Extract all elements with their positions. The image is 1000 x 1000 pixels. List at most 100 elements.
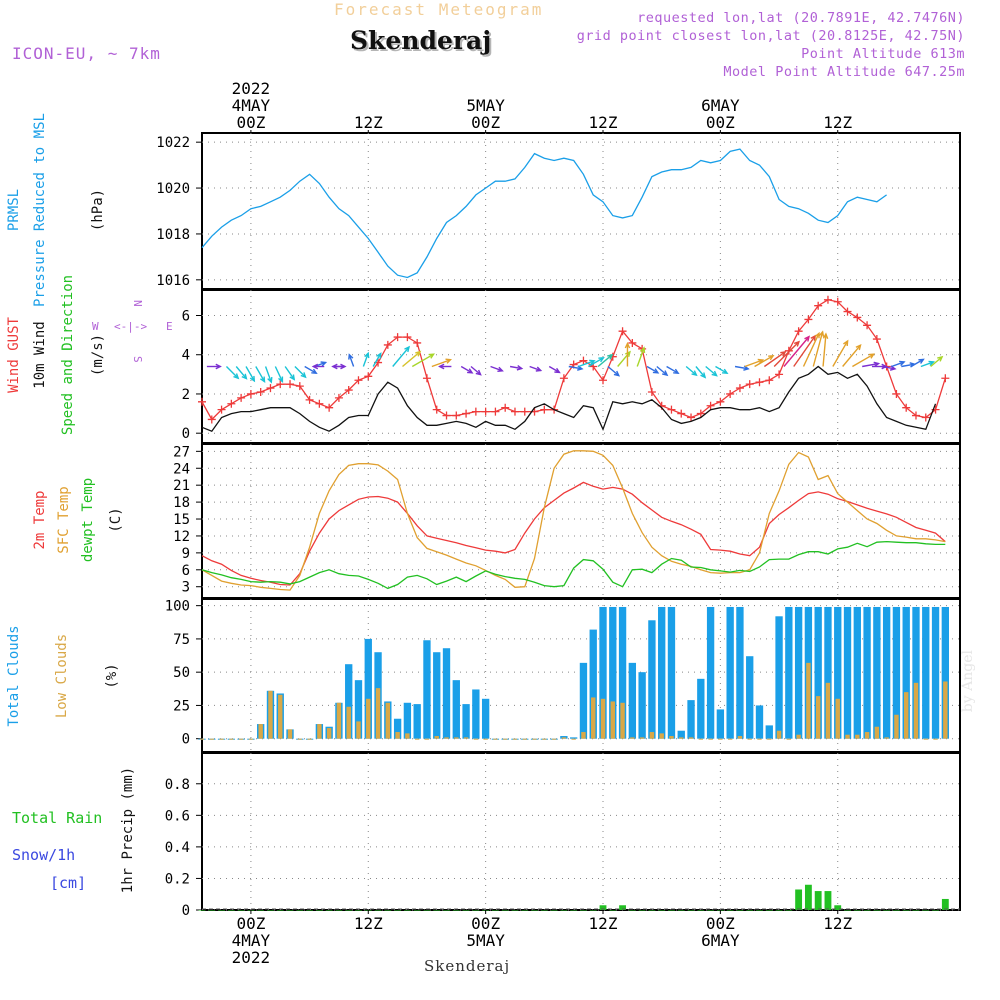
wind-arrow-shaft (587, 357, 604, 368)
wind-arrow-head (475, 369, 482, 376)
wind-arrow-head (780, 350, 787, 357)
wind-arrow-head (233, 373, 240, 380)
wind-arrow-head (899, 360, 906, 366)
gust-marker (256, 388, 265, 396)
gust-marker (902, 403, 911, 412)
rain-bar (325, 910, 333, 911)
rain-bar (374, 910, 382, 911)
wind-arrow (802, 331, 820, 367)
wind-arrow-shaft (862, 362, 879, 368)
wind-arrow-head (624, 341, 631, 349)
time-label-top: 12Z (823, 113, 852, 132)
wind-arrow-shaft (274, 366, 284, 382)
low-cloud-bar (630, 737, 635, 739)
low-cloud-bar (317, 724, 322, 739)
wind-arrow (832, 339, 849, 367)
gust-marker (687, 413, 696, 422)
gust-marker (892, 389, 901, 398)
low-cloud-bar (424, 738, 430, 740)
total-cloud-bar (736, 606, 744, 739)
y-tick-label: 75 (173, 632, 190, 648)
wind-arrow-shaft (705, 365, 718, 377)
wind-arrow (920, 360, 936, 368)
gust-marker (442, 411, 451, 420)
gust-marker (501, 403, 510, 412)
wind-arrow (235, 366, 248, 380)
wind-arrow-shaft (842, 344, 862, 367)
time-label-bottom: 00Z (471, 914, 500, 933)
wind-arrow-head (613, 370, 621, 377)
wind-arrow (548, 365, 561, 374)
panel-frame-pressure (201, 132, 961, 290)
wind-arrow-shaft (490, 365, 503, 372)
wind-arrow-shaft (822, 333, 827, 367)
gust-marker (745, 380, 754, 389)
gust-marker (599, 376, 608, 385)
rain-bar (521, 910, 529, 911)
wind-arrow (763, 350, 787, 368)
low-cloud-bar (718, 738, 723, 740)
time-label-bottom: 2022 (232, 948, 271, 967)
wind-arrow (245, 366, 256, 383)
rain-bar (893, 910, 900, 911)
low-cloud-bar (767, 738, 772, 740)
total-cloud-bar (746, 656, 754, 739)
gust-marker (804, 315, 813, 324)
time-label-bottom: 4MAY (232, 931, 271, 950)
y-tick-label: 27 (173, 444, 190, 460)
gust-marker (755, 378, 764, 387)
rain-bar (589, 910, 597, 911)
low-cloud-bar (571, 738, 576, 740)
total-cloud-bar (697, 678, 705, 739)
y-axis-label: dewpt Temp (80, 478, 96, 562)
low-cloud-bar (307, 738, 312, 740)
low-cloud-bar (600, 698, 606, 739)
gust-marker (775, 370, 784, 379)
gust-marker (647, 388, 656, 396)
wind-arrow-head (711, 370, 718, 377)
rain-bar (462, 910, 470, 911)
wind-arrow-head (768, 354, 775, 361)
rain-bar (208, 910, 216, 911)
wind-arrow-shaft (225, 366, 239, 379)
y-axis-label: Low Clouds (54, 634, 70, 718)
time-label-bottom: 12Z (823, 914, 852, 933)
wind-arrow-head (438, 363, 445, 370)
low-cloud-bar (620, 702, 625, 739)
wind-arrow-shaft (832, 340, 849, 367)
low-cloud-bar (297, 738, 303, 740)
wind-arrow-head (639, 346, 646, 353)
y-tick-label: 4 (182, 348, 190, 364)
y-axis-label: Total Clouds (6, 625, 22, 726)
rain-bar (628, 910, 636, 911)
wind-arrow (773, 340, 801, 367)
gust-marker (559, 374, 568, 383)
wind-arrow (438, 363, 452, 370)
wind-arrow-shaft (294, 366, 307, 378)
total-cloud-bar (775, 616, 783, 739)
y-axis-label: SFC Temp (56, 486, 72, 553)
wind-arrow-shaft (548, 365, 560, 374)
y-tick-label: 1018 (156, 227, 190, 243)
total-cloud-bar (452, 680, 460, 739)
time-label-top: 2022 (232, 79, 271, 98)
wind-arrow-head (267, 377, 273, 384)
rain-bar (540, 910, 548, 911)
rain-bar (834, 905, 842, 910)
low-cloud-bar (796, 734, 801, 739)
low-cloud-bar (708, 738, 713, 740)
wind-arrow-head (516, 365, 524, 371)
wind-arrow (783, 335, 811, 367)
y-tick-label: 21 (173, 478, 190, 494)
wind-arrow-head (415, 350, 422, 357)
gust-marker (677, 409, 686, 418)
low-cloud-bar (444, 737, 449, 739)
gust-marker (276, 380, 285, 389)
low-cloud-bar (904, 692, 909, 739)
low-cloud-bar (454, 737, 459, 739)
y-tick-label: 0 (182, 903, 190, 919)
low-cloud-bar (434, 736, 439, 739)
wind-arrow-shaft (597, 354, 613, 368)
time-label-top: 00Z (471, 113, 500, 132)
y-tick-label: 6 (182, 563, 190, 579)
